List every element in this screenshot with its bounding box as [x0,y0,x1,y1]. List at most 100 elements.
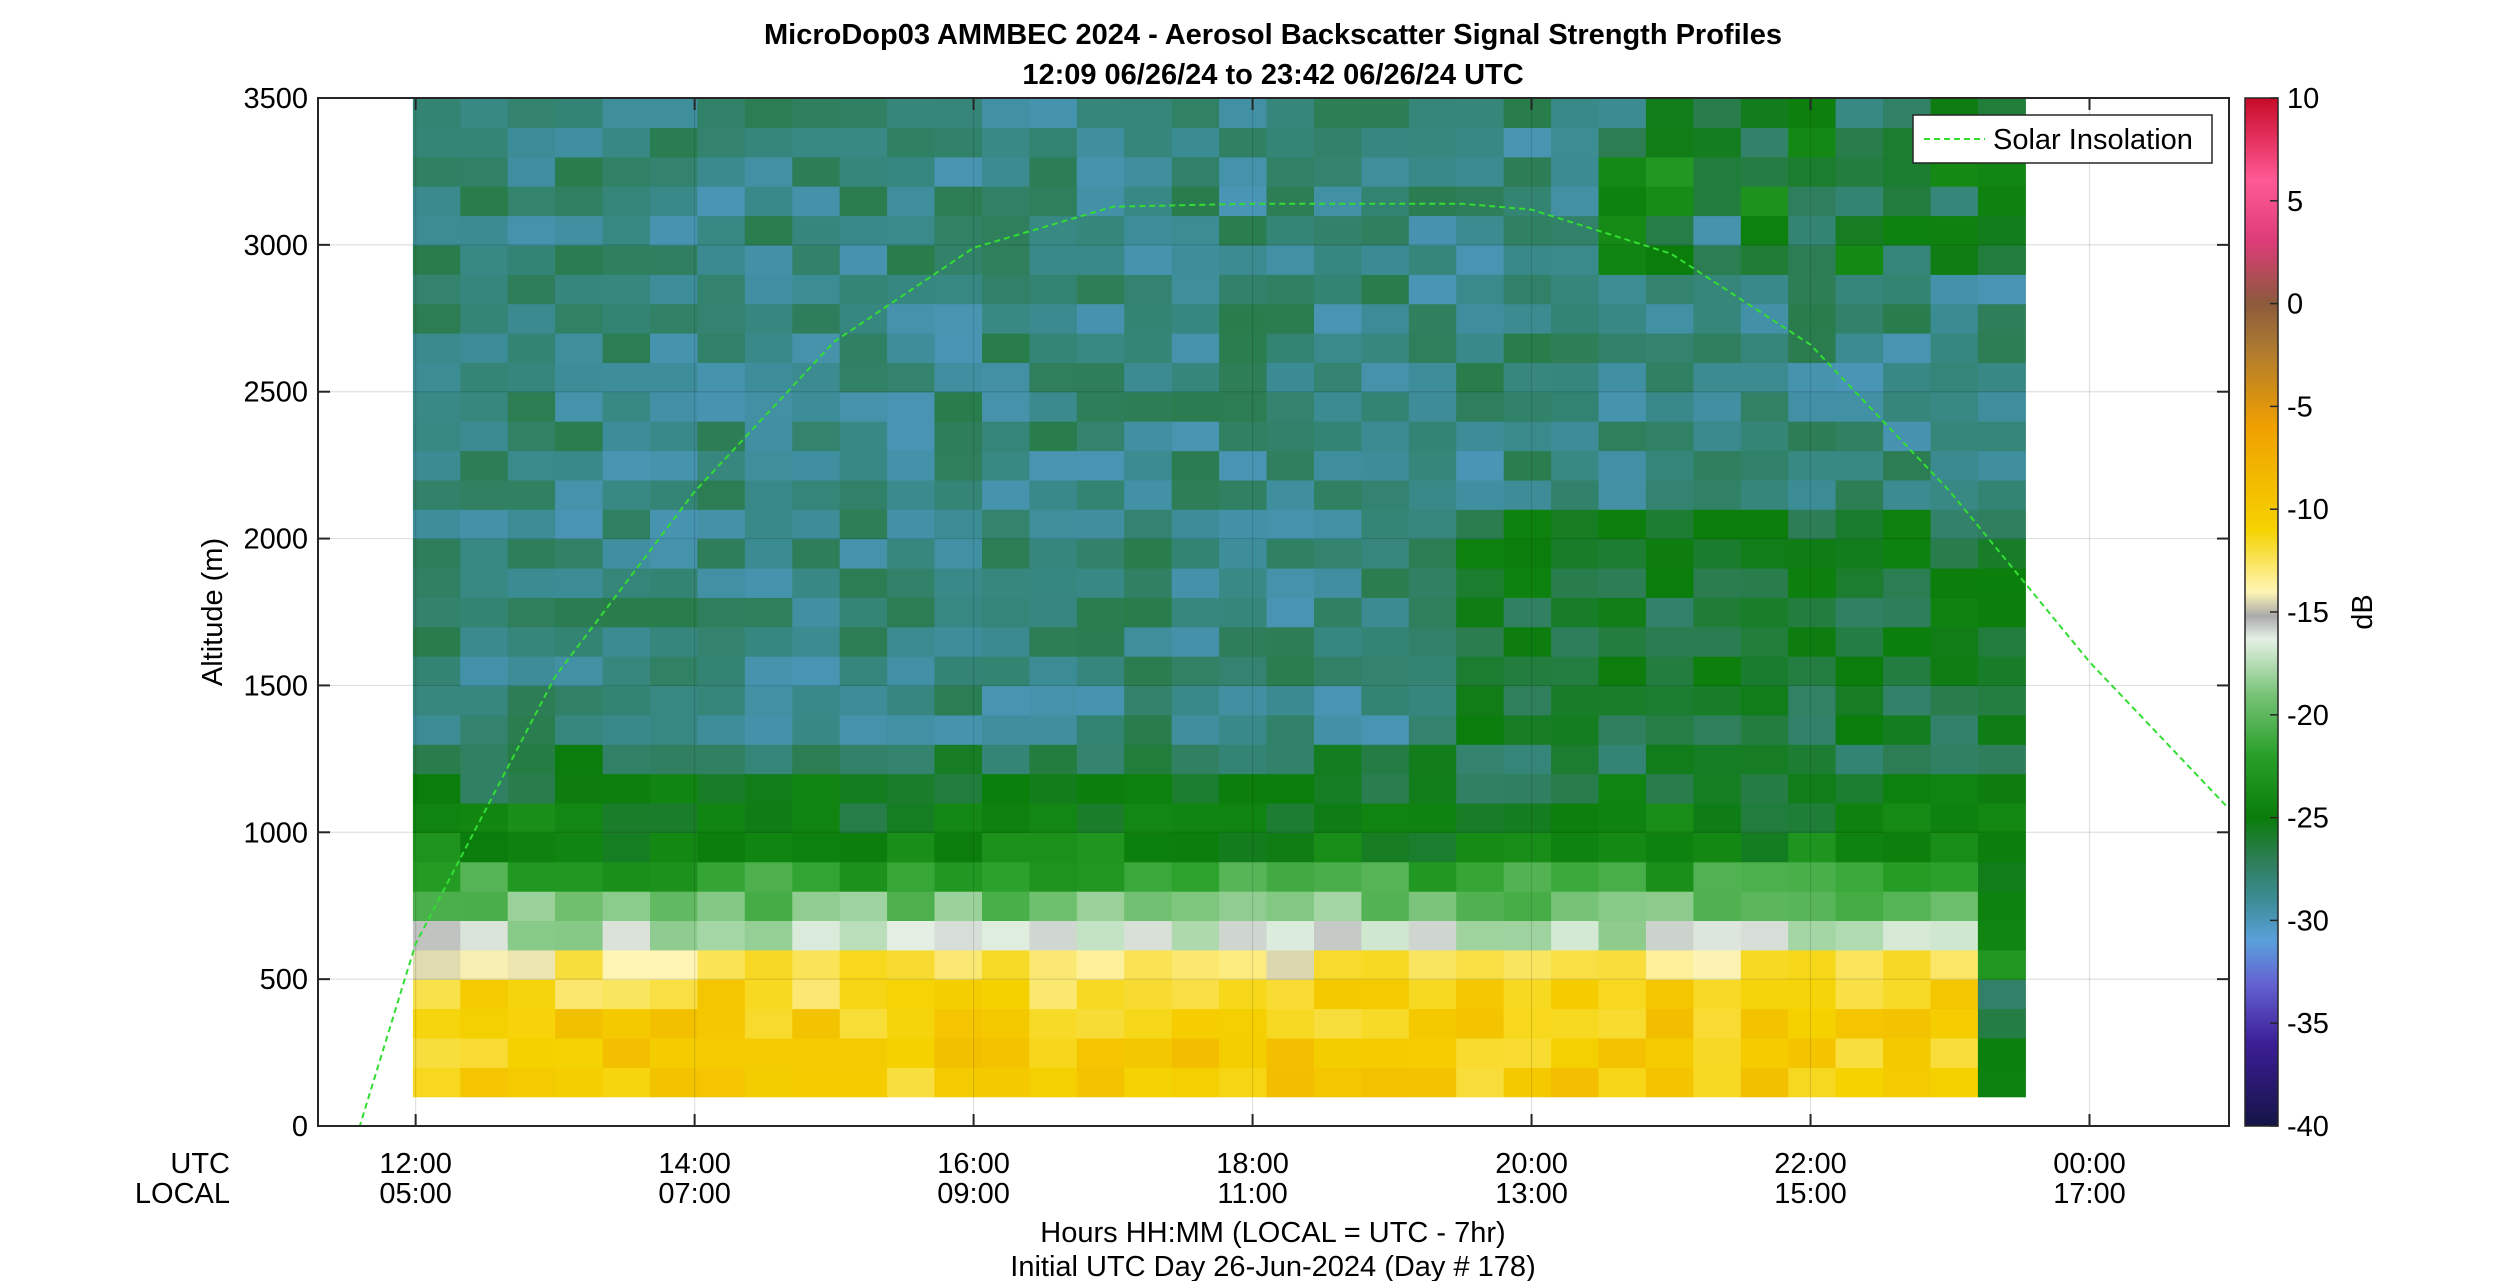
heatmap-cell [1551,362,1600,393]
heatmap-cell [1314,479,1362,510]
heatmap-cell [1076,98,1125,128]
heatmap-cell [507,362,556,393]
heatmap-cell [1314,215,1362,246]
heatmap-cell [460,156,509,187]
heatmap-cell [1219,538,1268,569]
heatmap-cell [1645,832,1694,863]
heatmap-cell [744,597,793,628]
heatmap-cell [934,714,983,745]
heatmap-cell [1503,274,1552,305]
heatmap-cell [1503,244,1552,275]
heatmap-cell [697,333,746,363]
heatmap-cell [982,949,1030,980]
heatmap-cell [1788,979,1837,1010]
heatmap-cell [934,949,983,980]
colorbar-label: dB [2347,594,2379,629]
heatmap-cell [460,538,509,569]
heatmap-cell [1361,714,1410,745]
heatmap-cell [412,891,461,921]
heatmap-cell [1503,156,1552,187]
heatmap-cell [697,1037,746,1068]
heatmap-cell [1503,626,1552,657]
heatmap-cell [460,1037,509,1068]
heatmap-cell [744,127,793,158]
heatmap-cell [1408,597,1457,628]
heatmap-cell [839,891,888,921]
heatmap-cell [1835,861,1884,892]
heatmap-cell [982,156,1030,187]
heatmap-cell [1314,773,1362,804]
heatmap-cell [507,567,556,598]
heatmap-cell [934,244,983,275]
heatmap-cell [1693,186,1742,217]
heatmap-cell [1361,1008,1410,1039]
heatmap-cell [887,1037,936,1068]
heatmap-cell [1740,244,1789,275]
heatmap-cell [412,391,461,422]
heatmap-cell [1314,626,1362,657]
heatmap-cell [1076,274,1125,305]
heatmap-cell [1693,802,1742,833]
heatmap-cell [412,538,461,569]
heatmap-cell [1076,714,1125,745]
heatmap-cell [1693,362,1742,393]
heatmap-cell [1883,186,1932,217]
heatmap-cell [650,802,698,833]
heatmap-cell [1598,744,1647,775]
heatmap-cell [1361,567,1410,598]
legend-box [1912,114,2213,164]
heatmap-cell [792,832,841,863]
heatmap-cell [792,303,841,334]
heatmap-cell [602,244,651,275]
heatmap-cell [1456,421,1505,452]
heatmap-cell [460,891,509,921]
heatmap-cell [555,1037,604,1068]
heatmap-cell [1076,244,1125,275]
heatmap-cell [839,920,888,951]
heatmap-cell [1076,861,1125,892]
heatmap-cell [1598,1008,1647,1039]
heatmap-cell [982,98,1030,128]
heatmap-cell [1883,1067,1932,1098]
heatmap-cell [1788,333,1837,363]
legend: Solar Insolation [1912,114,2213,164]
heatmap-cell [1930,802,1979,833]
heatmap-cell [1598,186,1647,217]
heatmap-cell [1029,274,1078,305]
heatmap-cell [1219,656,1268,687]
heatmap-cell [1930,333,1979,363]
heatmap-cell [1693,98,1742,128]
heatmap-cell [1266,244,1315,275]
heatmap-cell [839,244,888,275]
heatmap-cell [1693,626,1742,657]
heatmap-cell [1124,186,1173,217]
heatmap-cell [1219,744,1268,775]
heatmap-cell [1456,861,1505,892]
heatmap-cell [1029,714,1078,745]
heatmap-cell [1219,802,1268,833]
heatmap-cell [412,744,461,775]
heatmap-cell [1977,597,2026,628]
heatmap-cell [1883,832,1932,863]
heatmap-cell [1124,450,1173,481]
heatmap-cell [1930,391,1979,422]
heatmap-cell [1266,832,1315,863]
heatmap-cell [412,773,461,804]
colorbar-tick-label: -35 [2287,1008,2329,1040]
heatmap-cell [697,1008,746,1039]
heatmap-cell [1788,391,1837,422]
heatmap-cell [1977,362,2026,393]
heatmap-cell [507,949,556,980]
heatmap-cell [697,979,746,1010]
heatmap-cell [934,802,983,833]
heatmap-cell [1835,156,1884,187]
heatmap-cell [1361,98,1410,128]
heatmap-cell [555,450,604,481]
heatmap-cell [1740,303,1789,334]
heatmap-cell [1693,949,1742,980]
heatmap-cell [1551,509,1600,540]
heatmap-cell [1740,98,1789,128]
heatmap-cell [602,274,651,305]
heatmap-cell [1883,626,1932,657]
